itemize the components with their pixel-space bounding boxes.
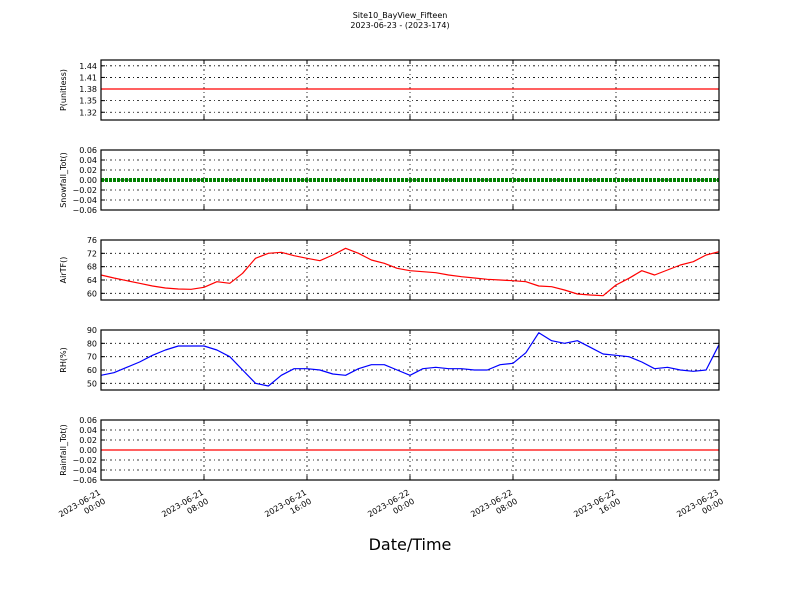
y-tick-label: 1.44 [79,62,97,71]
y-tick-label: −0.06 [72,476,97,485]
y-tick-label: 50 [87,379,97,388]
y-tick-label: 68 [87,263,97,272]
y-tick-label: −0.02 [72,456,97,465]
y-tick-label: −0.02 [72,186,97,195]
series-line [100,247,720,297]
y-tick-label: 0.00 [79,446,97,455]
y-tick-label: 0.02 [79,166,97,175]
panel-3: 76 72 68 64 60 AirTF() [59,236,720,301]
y-axis-label: AirTF() [59,257,68,284]
y-tick-label: 1.32 [79,108,97,117]
y-tick-label: −0.06 [72,206,97,215]
chart-title: Site10_BayView_Fifteen [353,11,448,20]
y-tick-label: 0.00 [79,176,97,185]
y-tick-label: 0.04 [79,156,97,165]
y-tick-label: 76 [87,236,97,245]
y-tick-label: 72 [87,249,97,258]
y-tick-label: 0.06 [79,416,97,425]
y-tick-label: −0.04 [72,466,97,475]
y-tick-label: 64 [87,276,97,285]
panel-1: 1.44 1.41 1.38 1.35 1.32 P(unitless) [59,59,720,121]
y-axis-label: RH(%) [59,347,68,372]
y-tick-label: 0.04 [79,426,97,435]
panel-frame [100,329,720,391]
y-tick-label: 1.41 [79,73,97,82]
y-tick-label: −0.04 [72,196,97,205]
y-axis-label: P(unitless) [59,69,68,111]
panel-frame [100,239,720,301]
panel-4: 90 80 70 60 50 RH(%) [59,326,720,391]
y-tick-label: 80 [87,339,97,348]
panel-2: 0.060.040.020.00−0.02−0.04−0.06 Snowfall_… [59,146,720,215]
y-tick-label: 0.06 [79,146,97,155]
chart-subtitle: 2023-06-23 - (2023-174) [350,21,449,30]
panels-layer: 1.441.411.381.351.32P(unitless)0.060.040… [59,59,720,485]
panel-5: 0.060.040.020.00−0.02−0.04−0.06 Rainfall_… [59,416,720,485]
x-axis-label: Date/Time [369,535,452,554]
series-line [100,332,720,387]
y-tick-label: 60 [87,289,97,298]
y-tick-label: 1.35 [79,97,97,106]
y-tick-label: 70 [87,353,97,362]
y-tick-label: 60 [87,366,97,375]
panel-frame [100,419,720,481]
y-tick-label: 0.02 [79,436,97,445]
y-tick-label: 90 [87,326,97,335]
y-axis-label: Snowfall_Tot() [59,152,68,208]
panel-frame [100,149,720,211]
y-tick-label: 1.38 [79,85,97,94]
y-axis-label: Rainfall_Tot() [59,424,68,476]
panel-frame [100,59,720,121]
